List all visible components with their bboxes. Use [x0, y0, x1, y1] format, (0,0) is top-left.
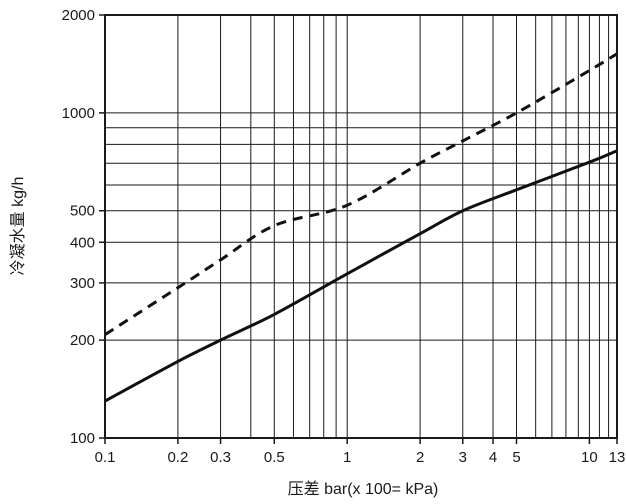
y-tick-label: 100 [70, 430, 95, 447]
y-tick-label: 500 [70, 203, 95, 220]
x-tick-label: 1 [343, 449, 351, 466]
x-tick-label: 3 [459, 449, 467, 466]
x-tick-label: 13 [609, 449, 626, 466]
x-tick-label: 2 [416, 449, 424, 466]
y-tick-label: 400 [70, 234, 95, 251]
series-line-dashed [104, 52, 618, 336]
x-tick-label: 5 [512, 449, 520, 466]
series-group [104, 52, 618, 403]
y-tick-label: 2000 [62, 7, 95, 24]
grid [105, 15, 617, 438]
x-axis-label: 压差 bar(x 100= kPa) [288, 480, 439, 498]
series-line-solid [104, 149, 618, 403]
y-tick-label: 200 [70, 332, 95, 349]
x-tick-label: 0.2 [167, 449, 188, 466]
x-tick-label: 0.5 [264, 449, 285, 466]
x-tick-label: 4 [489, 449, 497, 466]
y-tick-label: 1000 [62, 105, 95, 122]
x-tick-label: 0.1 [95, 449, 116, 466]
y-axis-label: 冷凝水量 kg/h [9, 177, 27, 276]
x-tick-label: 10 [581, 449, 598, 466]
tick-group: 0.1 0.2 0.3 0.5 1 2 3 4 5 10 13 100 200 300 400 500 1000… [62, 7, 626, 466]
y-tick-label: 300 [70, 275, 95, 292]
plot-frame [104, 14, 618, 439]
x-tick-label: 0.3 [210, 449, 231, 466]
